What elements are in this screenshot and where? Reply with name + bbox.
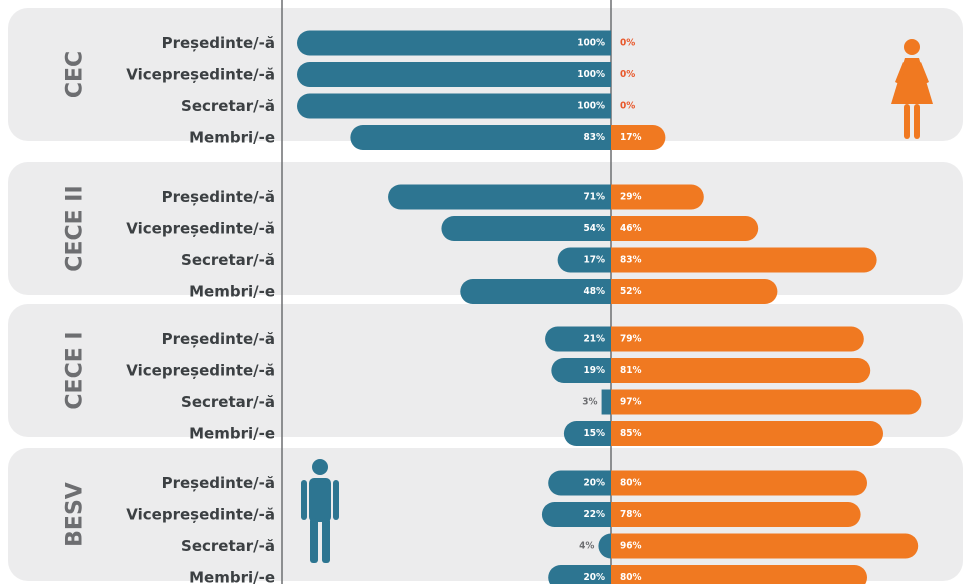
male-bar bbox=[297, 93, 611, 119]
row-label: Secretar/-ă bbox=[181, 537, 275, 555]
row-label: Vicepreședinte/-ă bbox=[126, 506, 275, 524]
female-value-label: 17% bbox=[620, 132, 642, 143]
male-value-label: 4% bbox=[579, 541, 594, 552]
male-bar bbox=[441, 216, 611, 241]
male-value-label: 48% bbox=[583, 286, 605, 297]
row-label: Membri/-e bbox=[189, 283, 275, 301]
male-bar bbox=[557, 247, 611, 273]
male-value-label: 100% bbox=[577, 101, 605, 112]
female-value-label: 80% bbox=[620, 478, 642, 489]
female-value-label: 81% bbox=[620, 365, 642, 376]
male-bar bbox=[460, 279, 611, 304]
row-label: Președinte/-ă bbox=[162, 34, 275, 52]
male-bar bbox=[551, 358, 611, 383]
female-bar bbox=[611, 470, 867, 496]
female-bar bbox=[611, 533, 919, 559]
male-value-label: 3% bbox=[582, 397, 597, 408]
male-value-label: 21% bbox=[583, 334, 605, 345]
female-figure-icon bbox=[891, 39, 933, 139]
female-bar bbox=[611, 184, 704, 210]
male-bar bbox=[388, 184, 611, 210]
male-value-label: 19% bbox=[583, 365, 605, 376]
male-bar bbox=[598, 533, 611, 559]
row-label: Secretar/-ă bbox=[181, 393, 275, 411]
group-label: CECE II bbox=[63, 185, 88, 271]
female-value-label: 79% bbox=[620, 334, 642, 345]
male-bar bbox=[601, 389, 611, 415]
male-value-label: 15% bbox=[583, 428, 605, 439]
row-label: Președinte/-ă bbox=[162, 188, 275, 206]
male-value-label: 20% bbox=[583, 478, 605, 489]
male-value-label: 100% bbox=[577, 38, 605, 49]
male-bar bbox=[548, 470, 611, 496]
female-bar bbox=[611, 389, 922, 415]
male-bar bbox=[297, 30, 611, 56]
bars-layer bbox=[297, 30, 922, 584]
row-label: Secretar/-ă bbox=[181, 251, 275, 269]
male-value-label: 20% bbox=[583, 572, 605, 583]
row-label: Președinte/-ă bbox=[162, 474, 275, 492]
male-bar bbox=[548, 565, 611, 584]
labels-layer: CEC Președinte/-ă 100% 0% Vicepreședinte/-ă 1… bbox=[63, 34, 642, 584]
row-label: Vicepreședinte/-ă bbox=[126, 66, 275, 84]
female-value-label: 83% bbox=[620, 255, 642, 266]
row-label: Membri/-e bbox=[189, 425, 275, 443]
row-label: Vicepreședinte/-ă bbox=[126, 362, 275, 380]
female-value-label: 0% bbox=[620, 38, 635, 49]
female-value-label: 52% bbox=[620, 286, 642, 297]
female-value-label: 29% bbox=[620, 192, 642, 203]
female-value-label: 0% bbox=[620, 69, 635, 80]
female-bar bbox=[611, 125, 666, 150]
female-bar bbox=[611, 502, 861, 527]
group-label: CECE I bbox=[63, 331, 88, 409]
female-value-label: 78% bbox=[620, 509, 642, 520]
female-bar bbox=[611, 565, 867, 584]
row-label: Secretar/-ă bbox=[181, 97, 275, 115]
row-label: Vicepreședinte/-ă bbox=[126, 220, 275, 238]
male-value-label: 71% bbox=[583, 192, 605, 203]
male-value-label: 100% bbox=[577, 69, 605, 80]
female-bar bbox=[611, 279, 778, 304]
male-bar bbox=[541, 502, 611, 527]
male-value-label: 22% bbox=[583, 509, 605, 520]
female-value-label: 96% bbox=[620, 541, 642, 552]
female-value-label: 85% bbox=[620, 428, 642, 439]
female-value-label: 97% bbox=[620, 397, 642, 408]
male-bar bbox=[563, 421, 611, 446]
female-bar bbox=[611, 326, 864, 352]
male-value-label: 54% bbox=[583, 223, 605, 234]
female-value-label: 0% bbox=[620, 101, 635, 112]
group-label: CEC bbox=[63, 51, 88, 98]
female-bar bbox=[611, 358, 871, 383]
male-bar bbox=[350, 125, 611, 150]
male-bar bbox=[297, 62, 611, 87]
female-value-label: 80% bbox=[620, 572, 642, 583]
icons-layer bbox=[301, 39, 933, 563]
female-bar bbox=[611, 216, 759, 241]
group-label: BESV bbox=[63, 482, 88, 547]
row-label: Președinte/-ă bbox=[162, 330, 275, 348]
male-value-label: 83% bbox=[583, 132, 605, 143]
male-value-label: 17% bbox=[583, 255, 605, 266]
male-figure-icon bbox=[301, 459, 339, 563]
female-bar bbox=[611, 247, 877, 273]
male-bar bbox=[545, 326, 611, 352]
female-bar bbox=[611, 421, 883, 446]
row-label: Membri/-e bbox=[189, 129, 275, 147]
female-value-label: 46% bbox=[620, 223, 642, 234]
row-label: Membri/-e bbox=[189, 569, 275, 584]
